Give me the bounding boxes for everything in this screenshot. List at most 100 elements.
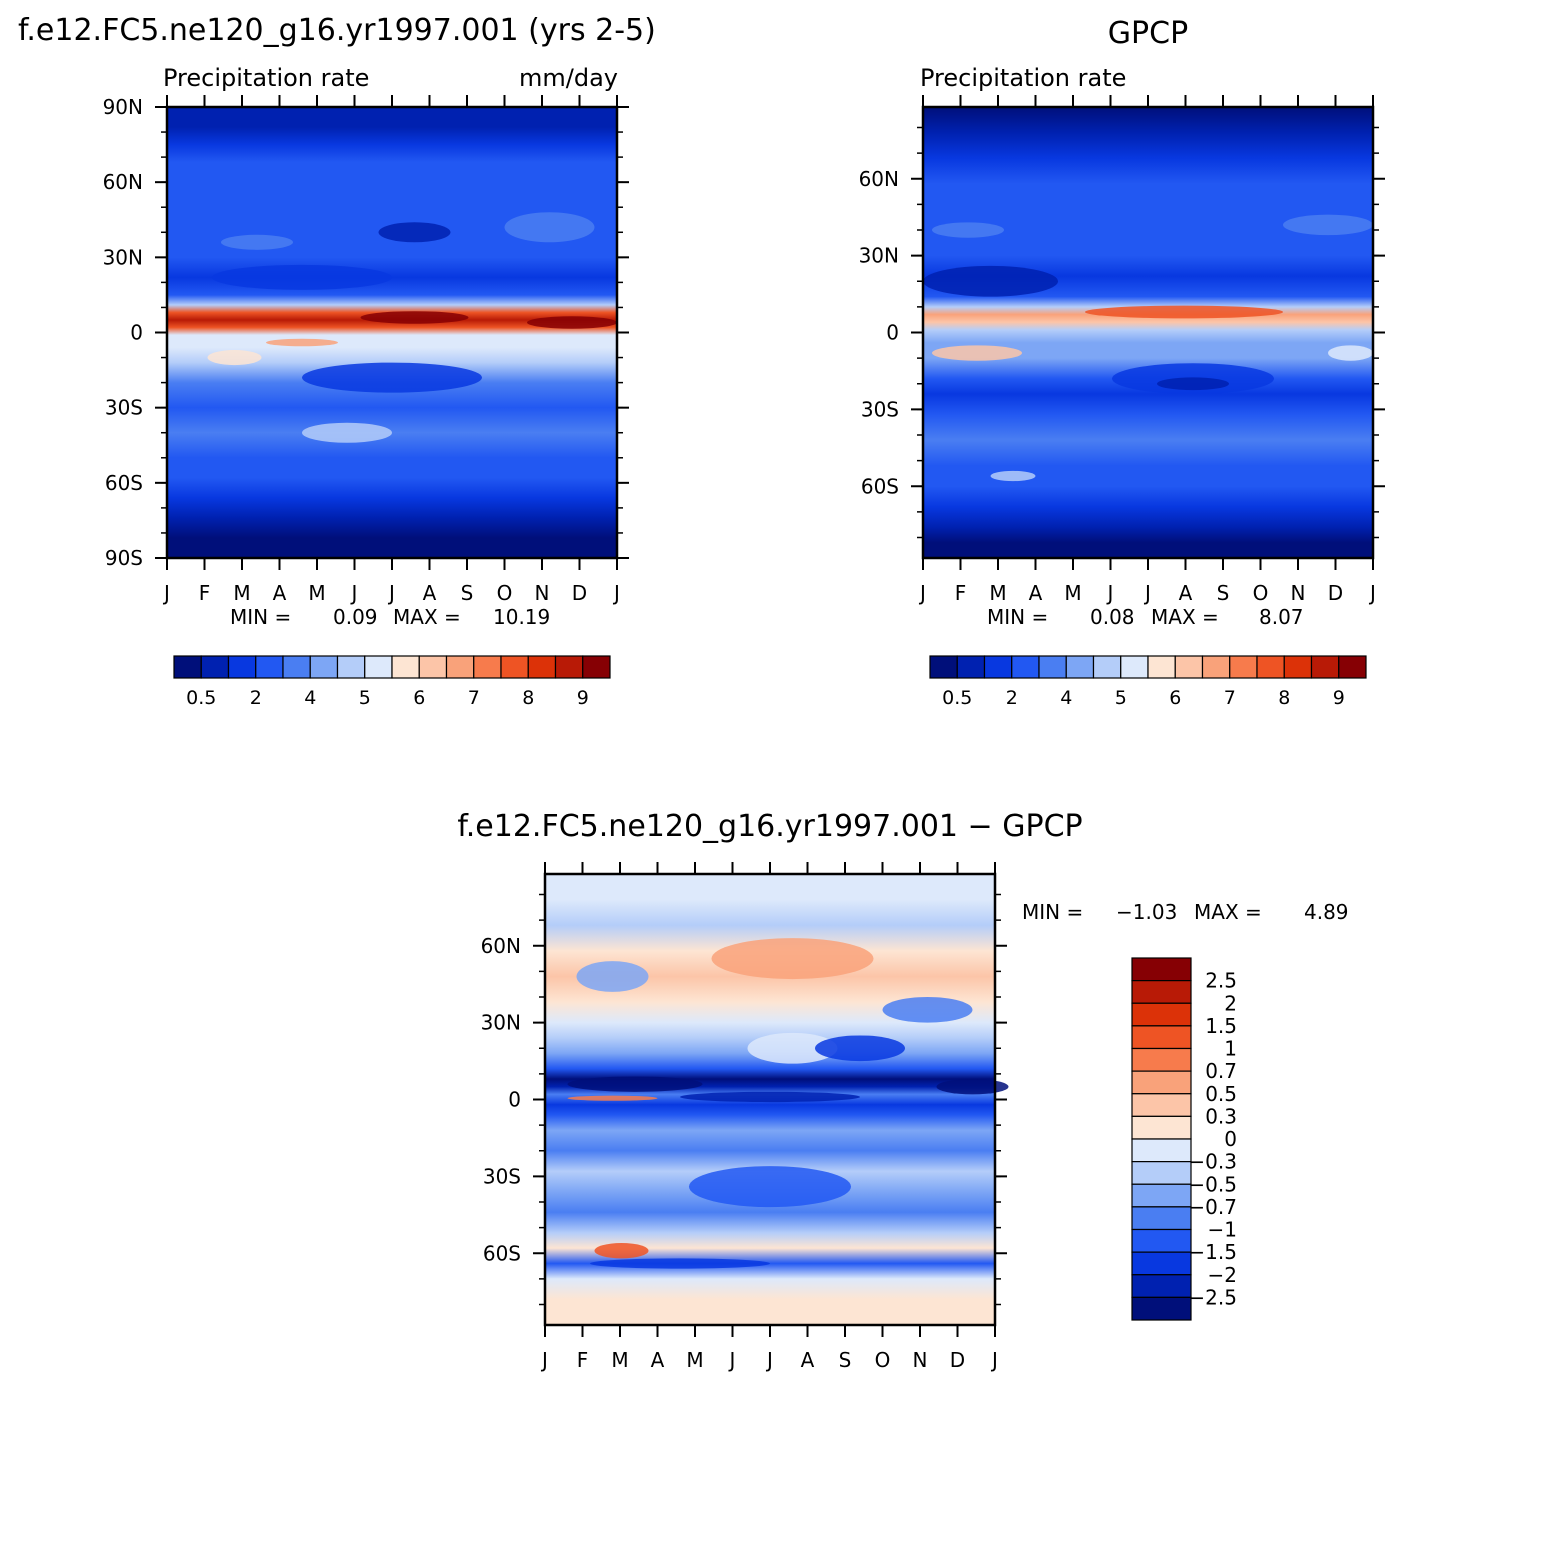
difference-x-tick-label: J bbox=[765, 1348, 773, 1372]
difference-contour-region bbox=[936, 1079, 1009, 1095]
gpcp-y-tick-label: 30N bbox=[859, 244, 899, 268]
model-colorbar-label: 8 bbox=[522, 687, 534, 709]
difference-contour-region bbox=[680, 1091, 860, 1103]
model-colorbar-swatch bbox=[309, 655, 339, 679]
model-y-tick-label: 60N bbox=[103, 170, 143, 194]
gpcp-min-label: MIN = bbox=[987, 605, 1048, 629]
model-colorbar-swatch bbox=[336, 655, 366, 679]
difference-colorbar-label: −2.5 bbox=[1188, 1285, 1237, 1309]
difference-colorbar-swatch bbox=[1131, 1274, 1192, 1298]
difference-y-tick-label: 30N bbox=[481, 1011, 521, 1035]
model-panel: f.e12.FC5.ne120_g16.yr1997.001 (yrs 2-5)… bbox=[18, 13, 656, 709]
model-x-tick-label: O bbox=[497, 581, 513, 605]
difference-colorbar-label: −1 bbox=[1208, 1218, 1237, 1242]
difference-colorbar-label: −0.3 bbox=[1188, 1150, 1237, 1174]
difference-x-tick-label: N bbox=[913, 1348, 928, 1372]
difference-colorbar-swatch bbox=[1131, 980, 1192, 1004]
difference-x-tick-label: J bbox=[728, 1348, 736, 1372]
difference-contour-region bbox=[576, 961, 649, 992]
model-y-tick-label: 90N bbox=[103, 95, 143, 119]
gpcp-x-tick-label: N bbox=[1291, 581, 1306, 605]
gpcp-colorbar-label: 4 bbox=[1060, 687, 1072, 709]
model-x-tick-label: N bbox=[535, 581, 550, 605]
gpcp-max-value: 8.07 bbox=[1259, 605, 1304, 629]
gpcp-heatmap bbox=[923, 107, 1373, 558]
gpcp-colorbar-swatch bbox=[1174, 655, 1204, 679]
difference-colorbar-swatch bbox=[1131, 1070, 1192, 1095]
model-x-tick-label: J bbox=[387, 581, 395, 605]
gpcp-colorbar-swatch bbox=[1092, 655, 1122, 679]
gpcp-max-label: MAX = bbox=[1151, 605, 1219, 629]
gpcp-x-tick-label: A bbox=[1029, 581, 1043, 605]
model-contour-region bbox=[221, 234, 293, 250]
gpcp-colorbar-swatch bbox=[956, 655, 986, 679]
difference-contour-region bbox=[567, 1095, 658, 1101]
gpcp-colorbar-label: 7 bbox=[1224, 687, 1236, 709]
model-contour-region bbox=[504, 212, 595, 243]
difference-colorbar-label: −2 bbox=[1208, 1263, 1237, 1287]
gpcp-y-tick-label: 0 bbox=[886, 321, 899, 345]
model-y-tick-label: 30N bbox=[103, 245, 143, 269]
difference-min-label: MIN = bbox=[1022, 900, 1083, 924]
model-colorbar-swatch bbox=[173, 655, 202, 679]
gpcp-min-value: 0.08 bbox=[1090, 605, 1135, 629]
gpcp-contour-region bbox=[1157, 377, 1229, 391]
difference-y-tick-label: 30S bbox=[483, 1164, 521, 1188]
difference-panel-title: f.e12.FC5.ne120_g16.yr1997.001 − GPCP bbox=[457, 809, 1082, 844]
model-panel-subtitle-right: mm/day bbox=[519, 64, 618, 92]
difference-x-tick-label: J bbox=[990, 1348, 998, 1372]
gpcp-x-tick-label: M bbox=[989, 581, 1006, 605]
model-colorbar-label: 0.5 bbox=[186, 687, 216, 709]
difference-max-label: MAX = bbox=[1194, 900, 1262, 924]
model-contour-region bbox=[207, 350, 262, 366]
gpcp-colorbar-label: 9 bbox=[1333, 687, 1345, 709]
gpcp-colorbar-label: 5 bbox=[1115, 687, 1127, 709]
difference-colorbar-swatch bbox=[1131, 1025, 1192, 1050]
model-y-tick-label: 90S bbox=[105, 546, 143, 570]
model-contour-region bbox=[266, 338, 338, 347]
difference-contour-region bbox=[689, 1166, 851, 1208]
gpcp-contour-region bbox=[990, 470, 1036, 482]
difference-colorbar-label: 2.5 bbox=[1205, 969, 1237, 993]
difference-heatmap bbox=[545, 874, 1009, 1325]
difference-max-value: 4.89 bbox=[1304, 900, 1349, 924]
difference-colorbar-label: −0.7 bbox=[1188, 1195, 1237, 1219]
model-colorbar-swatch bbox=[554, 655, 584, 679]
difference-colorbar-label: 1 bbox=[1224, 1037, 1237, 1061]
gpcp-contour-region bbox=[1328, 345, 1373, 361]
difference-colorbar-swatch bbox=[1131, 1138, 1192, 1163]
difference-x-tick-label: D bbox=[950, 1348, 965, 1372]
gpcp-colorbar-swatch bbox=[1338, 655, 1367, 679]
model-y-tick-label: 60S bbox=[105, 471, 143, 495]
model-x-tick-label: J bbox=[612, 581, 620, 605]
gpcp-x-tick-label: S bbox=[1217, 581, 1230, 605]
gpcp-panel-subtitle-left: Precipitation rate bbox=[920, 64, 1126, 92]
model-contour-region bbox=[378, 222, 451, 243]
model-panel-title: f.e12.FC5.ne120_g16.yr1997.001 (yrs 2-5) bbox=[18, 13, 656, 48]
difference-x-tick-label: A bbox=[651, 1348, 665, 1372]
gpcp-x-tick-label: J bbox=[918, 581, 926, 605]
difference-y-tick-label: 0 bbox=[508, 1088, 521, 1112]
model-colorbar-swatch bbox=[364, 655, 393, 679]
gpcp-colorbar: 0.5 2 4 5 6 7 8 9 bbox=[929, 655, 1367, 709]
model-x-tick-label: J bbox=[350, 581, 358, 605]
gpcp-colorbar-label: 0.5 bbox=[942, 687, 972, 709]
difference-colorbar-swatch bbox=[1131, 1047, 1192, 1072]
model-x-tick-label: M bbox=[308, 581, 325, 605]
difference-x-tick-label: A bbox=[801, 1348, 815, 1372]
model-x-tick-label: A bbox=[273, 581, 287, 605]
model-colorbar-label: 9 bbox=[577, 687, 589, 709]
gpcp-contour-region bbox=[1085, 305, 1283, 319]
gpcp-colorbar-label: 6 bbox=[1169, 687, 1181, 709]
gpcp-x-tick-label: A bbox=[1179, 581, 1193, 605]
difference-colorbar-label: −1.5 bbox=[1188, 1240, 1237, 1264]
difference-colorbar-swatch bbox=[1131, 957, 1192, 982]
difference-x-tick-label: S bbox=[839, 1348, 852, 1372]
difference-colorbar-swatch bbox=[1131, 1115, 1192, 1140]
difference-colorbar-swatch bbox=[1131, 1183, 1192, 1208]
gpcp-colorbar-swatch bbox=[929, 655, 958, 679]
gpcp-colorbar-swatch bbox=[1038, 655, 1067, 679]
